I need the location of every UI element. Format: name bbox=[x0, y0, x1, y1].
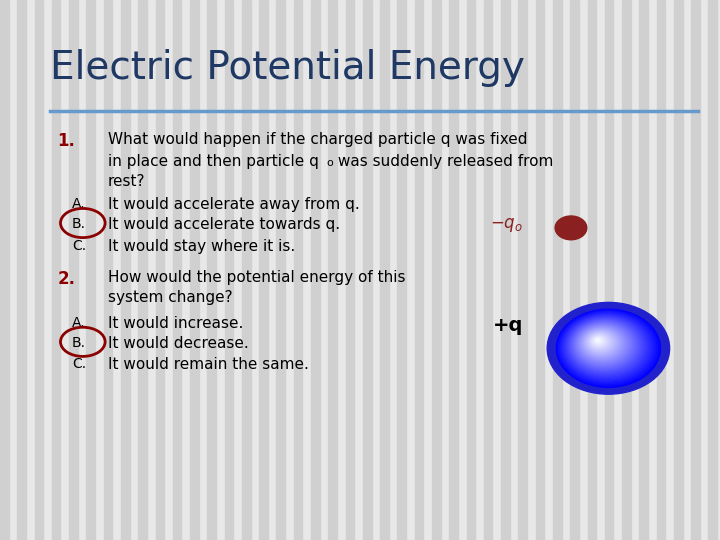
Text: It would increase.: It would increase. bbox=[108, 316, 243, 331]
Text: It would remain the same.: It would remain the same. bbox=[108, 357, 309, 373]
Text: $-q_o$: $-q_o$ bbox=[490, 216, 523, 234]
Circle shape bbox=[562, 313, 652, 381]
Circle shape bbox=[557, 310, 659, 386]
Text: What would happen if the charged particle q was fixed: What would happen if the charged particl… bbox=[108, 132, 528, 147]
Text: B.: B. bbox=[72, 217, 86, 231]
Circle shape bbox=[593, 337, 604, 345]
Text: in place and then particle q: in place and then particle q bbox=[108, 154, 319, 169]
Text: B.: B. bbox=[72, 336, 86, 350]
Circle shape bbox=[591, 335, 607, 347]
Circle shape bbox=[587, 332, 613, 352]
Circle shape bbox=[564, 315, 647, 377]
Circle shape bbox=[563, 314, 651, 380]
Circle shape bbox=[595, 339, 600, 342]
Circle shape bbox=[582, 329, 620, 357]
Circle shape bbox=[568, 318, 643, 374]
Text: It would accelerate away from q.: It would accelerate away from q. bbox=[108, 197, 360, 212]
Text: A.: A. bbox=[72, 197, 86, 211]
Text: It would stay where it is.: It would stay where it is. bbox=[108, 239, 295, 254]
Circle shape bbox=[559, 312, 656, 384]
Circle shape bbox=[572, 321, 636, 369]
Circle shape bbox=[582, 328, 621, 358]
Circle shape bbox=[584, 330, 618, 356]
Text: 1.: 1. bbox=[58, 132, 76, 150]
Circle shape bbox=[575, 323, 631, 366]
Text: 2.: 2. bbox=[58, 270, 76, 288]
Circle shape bbox=[570, 320, 639, 372]
Circle shape bbox=[559, 311, 657, 385]
Text: It would accelerate towards q.: It would accelerate towards q. bbox=[108, 217, 340, 232]
Circle shape bbox=[586, 332, 615, 353]
Circle shape bbox=[561, 313, 654, 382]
Circle shape bbox=[566, 316, 646, 376]
Circle shape bbox=[585, 330, 617, 355]
Text: C.: C. bbox=[72, 357, 86, 372]
Text: Electric Potential Energy: Electric Potential Energy bbox=[50, 49, 526, 86]
Circle shape bbox=[589, 334, 611, 350]
Circle shape bbox=[557, 309, 660, 387]
Text: How would the potential energy of this: How would the potential energy of this bbox=[108, 270, 405, 285]
Text: rest?: rest? bbox=[108, 174, 145, 189]
Circle shape bbox=[575, 323, 633, 367]
Text: o: o bbox=[326, 158, 333, 168]
Circle shape bbox=[555, 216, 587, 240]
Text: It would decrease.: It would decrease. bbox=[108, 336, 248, 351]
Circle shape bbox=[564, 315, 649, 379]
Circle shape bbox=[569, 319, 641, 373]
Circle shape bbox=[547, 302, 670, 394]
Circle shape bbox=[573, 322, 634, 368]
Circle shape bbox=[577, 325, 628, 363]
Circle shape bbox=[596, 339, 599, 341]
Circle shape bbox=[592, 336, 606, 346]
Circle shape bbox=[576, 324, 630, 365]
Text: C.: C. bbox=[72, 239, 86, 253]
Text: A.: A. bbox=[72, 316, 86, 330]
Circle shape bbox=[578, 326, 626, 362]
Circle shape bbox=[580, 327, 625, 361]
Text: +q: +q bbox=[493, 316, 523, 335]
Circle shape bbox=[594, 338, 602, 343]
Circle shape bbox=[590, 334, 608, 348]
Circle shape bbox=[567, 317, 644, 375]
Text: was suddenly released from: was suddenly released from bbox=[333, 154, 554, 169]
Circle shape bbox=[580, 327, 624, 360]
Circle shape bbox=[588, 333, 612, 351]
Text: system change?: system change? bbox=[108, 290, 233, 305]
Circle shape bbox=[571, 320, 638, 370]
